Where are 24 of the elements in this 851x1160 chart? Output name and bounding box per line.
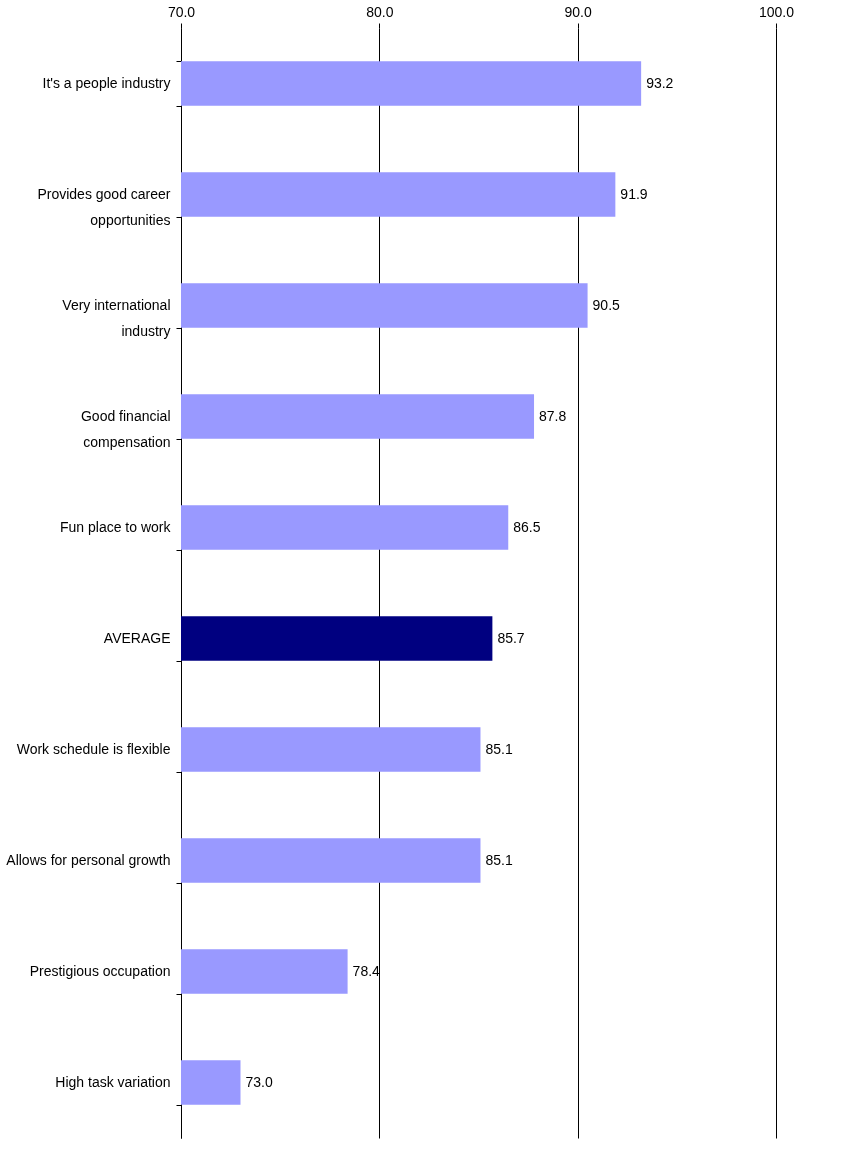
data-label: 90.5	[592, 296, 621, 313]
x-tick-label: 90.0	[564, 3, 592, 20]
y-tick-label: Good financial compensation	[80, 408, 171, 450]
data-label: 78.4	[352, 962, 381, 979]
x-tick-label: 70.0	[167, 3, 196, 20]
y-tick-label: AVERAGE	[103, 630, 171, 646]
data-label: 86.5	[513, 518, 541, 535]
y-tick-label: High task variation	[55, 1074, 171, 1090]
y-tick-label: Provides good career opportunities	[37, 186, 171, 228]
data-label: 91.9	[620, 185, 648, 202]
data-label: 85.1	[485, 740, 513, 757]
data-label: 85.7	[497, 629, 525, 646]
y-tick-label: It's a people industry	[42, 75, 171, 91]
data-label: 73.0	[245, 1073, 273, 1090]
y-tick-label: Fun place to work	[60, 519, 172, 535]
data-label: 87.8	[539, 407, 567, 424]
y-tick-label: Allows for personal growth	[6, 852, 171, 868]
y-tick-label: Very international industry	[62, 297, 171, 339]
data-label: 93.2	[646, 74, 674, 91]
data-label: 85.1	[485, 851, 513, 868]
x-tick-label: 100.0	[758, 3, 795, 20]
y-tick-label: Work schedule is flexible	[16, 741, 171, 757]
x-tick-label: 80.0	[366, 3, 394, 20]
y-tick-label: Prestigious occupation	[29, 963, 171, 979]
